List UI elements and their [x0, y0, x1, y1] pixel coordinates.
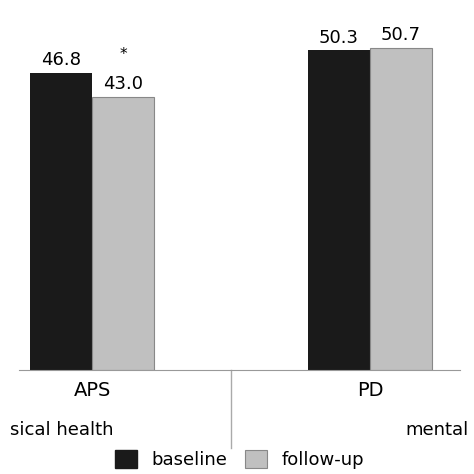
Text: 43.0: 43.0 — [103, 75, 144, 93]
Text: 46.8: 46.8 — [41, 51, 82, 69]
Text: 50.3: 50.3 — [319, 28, 359, 46]
Bar — [308, 50, 370, 370]
Bar — [370, 48, 432, 370]
Legend: baseline, follow-up: baseline, follow-up — [109, 444, 369, 474]
Text: *: * — [119, 46, 127, 62]
Text: 50.7: 50.7 — [381, 26, 421, 44]
Text: APS: APS — [74, 381, 111, 400]
Text: sical health: sical health — [10, 421, 114, 439]
Bar — [30, 73, 92, 370]
Text: PD: PD — [357, 381, 383, 400]
Text: mental: mental — [405, 421, 469, 439]
Bar — [92, 97, 155, 370]
